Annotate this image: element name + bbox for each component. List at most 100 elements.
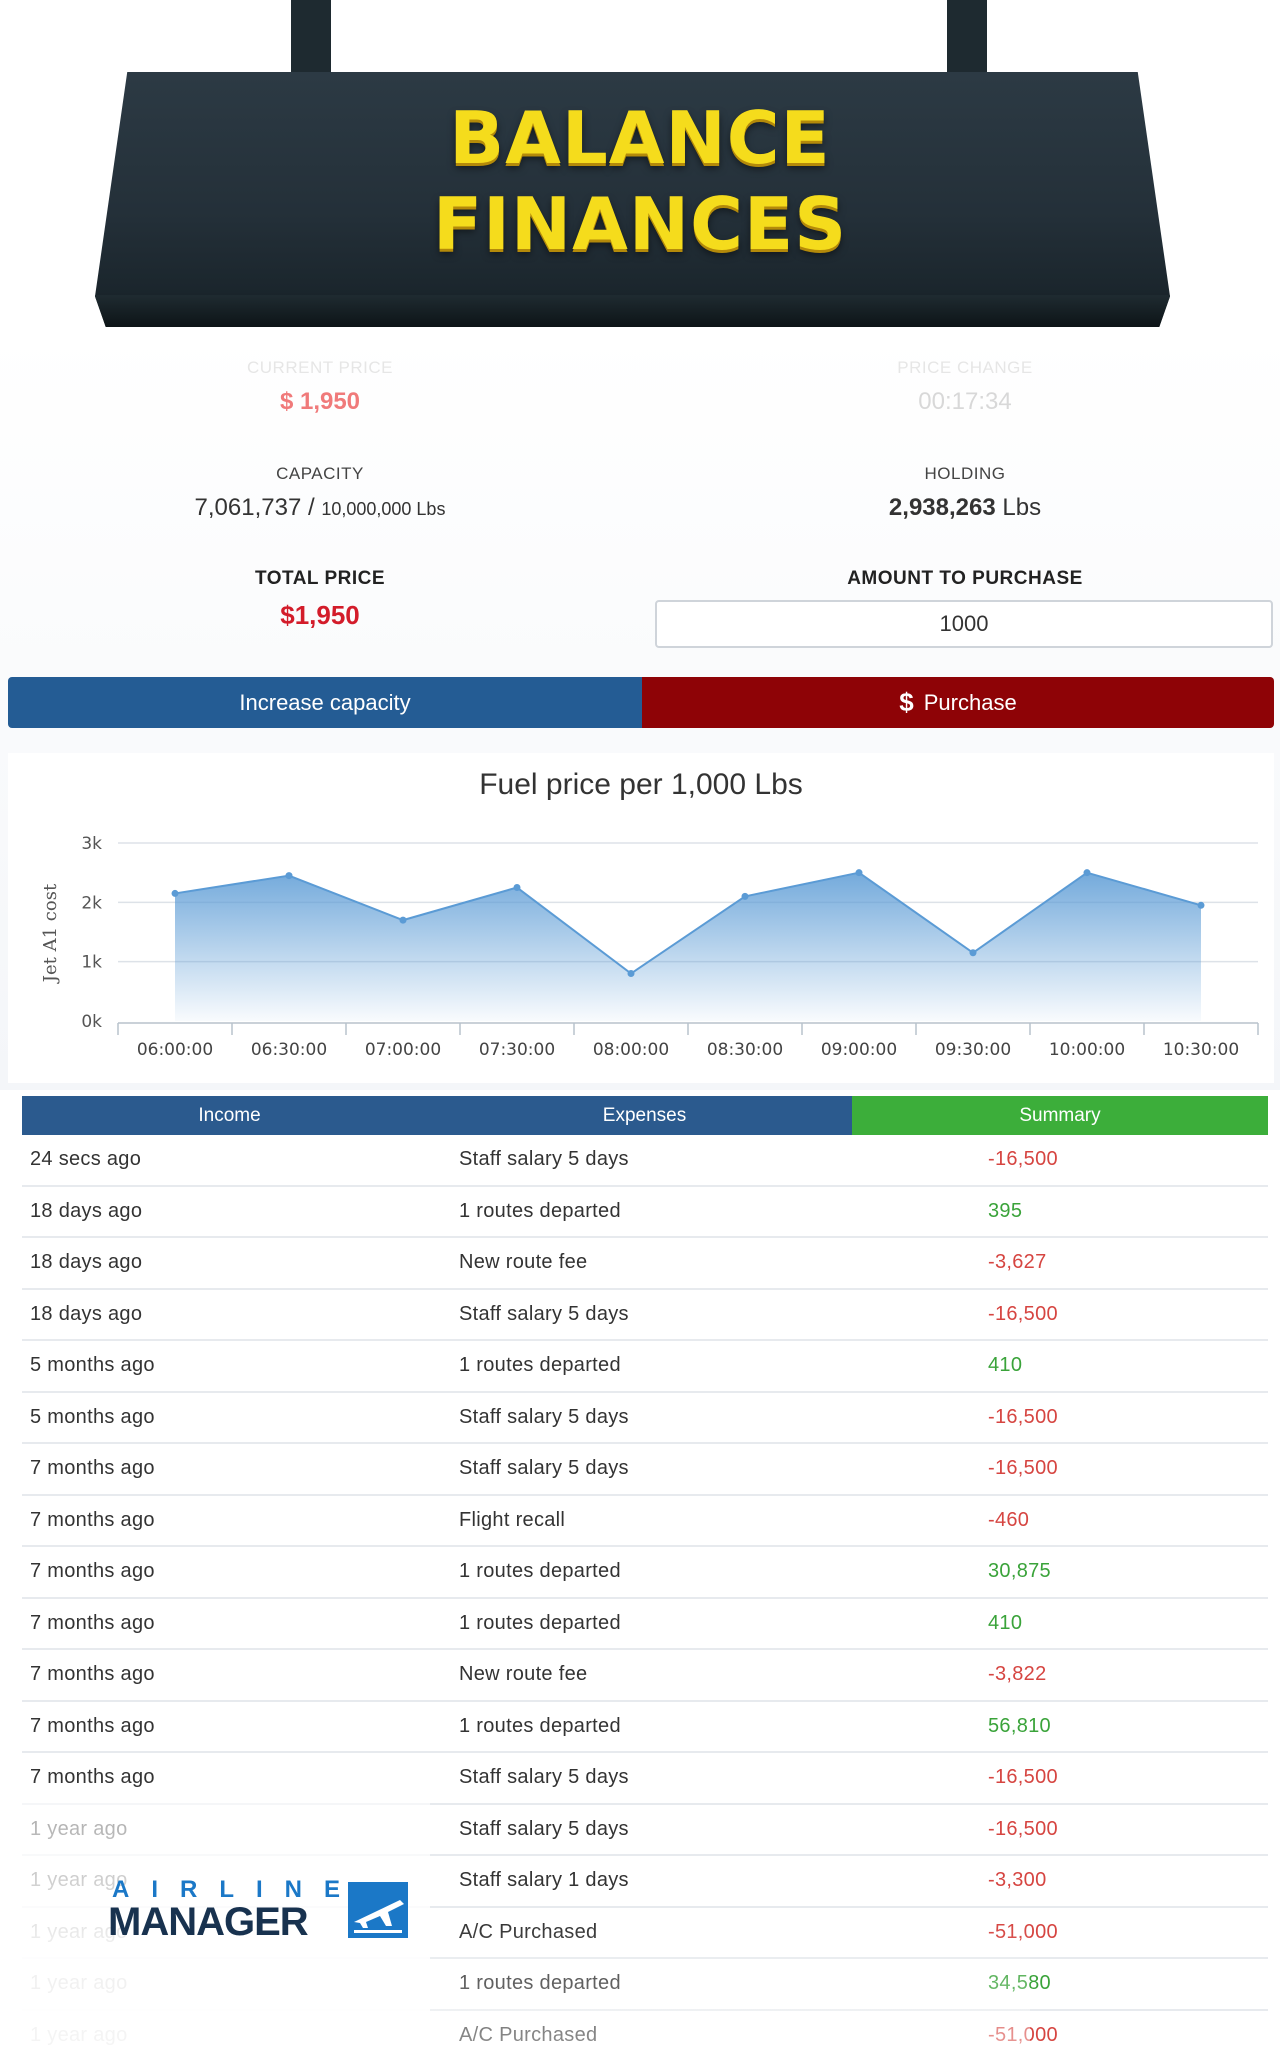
row-description: Staff salary 5 days: [459, 1405, 629, 1428]
current-price-stat: CURRENT PRICE $ 1,950: [0, 358, 640, 416]
row-time: 7 months ago: [30, 1457, 155, 1480]
row-amount: -51,000: [852, 2024, 1268, 2047]
holding-stat: HOLDING 2,938,263 Lbs: [645, 464, 1280, 522]
row-amount: -460: [988, 1508, 1030, 1531]
row-amount: -16,500: [988, 1766, 1058, 1789]
table-row: 7 months ago New route fee -3,822: [22, 1650, 1268, 1702]
row-description: 1 routes departed: [459, 1560, 621, 1583]
increase-capacity-button[interactable]: Increase capacity: [8, 677, 642, 728]
row-description: Flight recall: [459, 1508, 566, 1531]
table-row: 5 months ago Staff salary 5 days -16,500: [22, 1393, 1268, 1444]
header-income[interactable]: Income: [22, 1096, 437, 1135]
table-row: 18 days ago Staff salary 5 days -16,500: [22, 1290, 1268, 1341]
bottom-fade-mid: [430, 1920, 1030, 2048]
row-time: 5 months ago: [30, 1354, 155, 1377]
price-change-label: PRICE CHANGE: [897, 358, 1033, 377]
current-price-label: CURRENT PRICE: [247, 358, 393, 377]
row-description: A/C Purchased: [437, 2024, 852, 2047]
capacity-stat: CAPACITY 7,061,737 / 10,000,000 Lbs: [0, 464, 640, 522]
y-tick-label: 0k: [81, 1012, 102, 1032]
row-amount: -16,500: [988, 1148, 1058, 1171]
holding-unit: Lbs: [1002, 494, 1042, 521]
fuel-price-chart: Fuel price per 1,000 Lbs 0k 1k 2k 3k 06:00:0…: [8, 753, 1274, 1083]
row-amount: -16,500: [988, 1457, 1058, 1480]
amount-stat: AMOUNT TO PURCHASE: [645, 568, 1280, 590]
logo-word-airline: AIRLINE: [112, 1876, 362, 1903]
total-price-stat: TOTAL PRICE $1,950: [0, 568, 640, 631]
x-tick-label: 07:30:00: [479, 1040, 555, 1060]
banner-board: [95, 72, 1170, 327]
row-description: Staff salary 5 days: [459, 1457, 629, 1480]
row-time: 7 months ago: [30, 1508, 155, 1531]
y-tick-label: 3k: [81, 834, 102, 854]
row-amount: 30,875: [988, 1560, 1051, 1583]
data-point: [741, 892, 749, 900]
data-point: [969, 949, 977, 957]
row-time: 5 months ago: [30, 1405, 155, 1428]
capacity-used: 7,061,737: [194, 494, 302, 521]
row-time: 7 months ago: [30, 1766, 155, 1789]
header-expenses[interactable]: Expenses: [437, 1096, 852, 1135]
capacity-separator: /: [307, 494, 315, 521]
table-row: 24 secs ago Staff salary 5 days -16,500: [22, 1135, 1268, 1187]
x-tick-label: 10:30:00: [1163, 1040, 1239, 1060]
banner-post-right: [947, 0, 987, 80]
x-tick-label: 06:30:00: [251, 1040, 327, 1060]
row-amount: 34,580: [852, 1972, 1268, 1995]
x-tick-label: 06:00:00: [137, 1040, 213, 1060]
holding-label: HOLDING: [924, 464, 1006, 483]
table-row: 7 months ago 1 routes departed 410: [22, 1599, 1268, 1650]
row-time: 18 days ago: [30, 1302, 143, 1325]
header-summary[interactable]: Summary: [852, 1096, 1268, 1135]
price-change-value: 00:17:34: [918, 388, 1012, 415]
row-description: Staff salary 5 days: [459, 1817, 629, 1840]
row-description: Staff salary 5 days: [459, 1302, 629, 1325]
plane-icon: [348, 1882, 408, 1938]
amount-to-purchase-input[interactable]: [655, 600, 1273, 648]
table-row: 7 months ago Flight recall -460: [22, 1496, 1268, 1547]
row-time: 7 months ago: [30, 1663, 155, 1686]
series-area: [175, 872, 1201, 1021]
row-amount: -3,822: [988, 1663, 1047, 1686]
banner-title-line1: BALANCE: [449, 96, 831, 180]
capacity-value: 7,061,737 / 10,000,000 Lbs: [0, 494, 640, 522]
row-description: 1 routes departed: [459, 1354, 621, 1377]
banner-title-line2: FINANCES: [432, 182, 848, 266]
data-point: [513, 884, 521, 891]
row-time: 7 months ago: [30, 1714, 155, 1737]
data-point: [285, 872, 293, 880]
increase-capacity-label: Increase capacity: [239, 689, 411, 715]
airline-manager-logo: AIRLINE MANAGER: [108, 1876, 418, 1946]
x-tick-label: 08:30:00: [707, 1040, 783, 1060]
row-description: New route fee: [459, 1663, 588, 1686]
row-description: 1 routes departed: [459, 1199, 621, 1222]
data-point: [1083, 869, 1091, 877]
y-tick-label: 2k: [81, 893, 102, 913]
row-time: 18 days ago: [30, 1251, 143, 1274]
x-tick-label: 09:00:00: [821, 1040, 897, 1060]
row-description: 1 routes departed: [459, 1714, 621, 1737]
capacity-label: CAPACITY: [276, 464, 364, 483]
purchase-button[interactable]: $ Purchase: [642, 677, 1274, 728]
holding-value: 2,938,263 Lbs: [645, 494, 1280, 522]
row-description: Staff salary 5 days: [459, 1766, 629, 1789]
holding-amount: 2,938,263: [888, 494, 996, 521]
data-point: [855, 869, 863, 877]
y-axis-label: Jet A1 cost: [40, 883, 61, 984]
row-time: 7 months ago: [30, 1560, 155, 1583]
table-body: 24 secs ago Staff salary 5 days -16,500 18 …: [22, 1135, 1268, 2048]
banner-title: BALANCE FINANCES: [0, 95, 1280, 267]
x-tick-label: 07:00:00: [365, 1040, 441, 1060]
total-price-label: TOTAL PRICE: [254, 568, 386, 589]
purchase-label: Purchase: [923, 689, 1017, 715]
x-tick-label: 08:00:00: [593, 1040, 669, 1060]
table-row: 5 months ago 1 routes departed 410: [22, 1341, 1268, 1393]
row-amount: 410: [988, 1611, 1023, 1634]
logo-word-manager: MANAGER: [108, 1900, 309, 1944]
table-row: 7 months ago Staff salary 5 days -16,500: [22, 1753, 1268, 1805]
row-amount: -16,500: [988, 1302, 1058, 1325]
x-tick-label: 09:30:00: [935, 1040, 1011, 1060]
current-price-value: $ 1,950: [279, 388, 361, 415]
total-price-value: $1,950: [280, 600, 360, 630]
amount-to-purchase-label: AMOUNT TO PURCHASE: [847, 568, 1083, 589]
